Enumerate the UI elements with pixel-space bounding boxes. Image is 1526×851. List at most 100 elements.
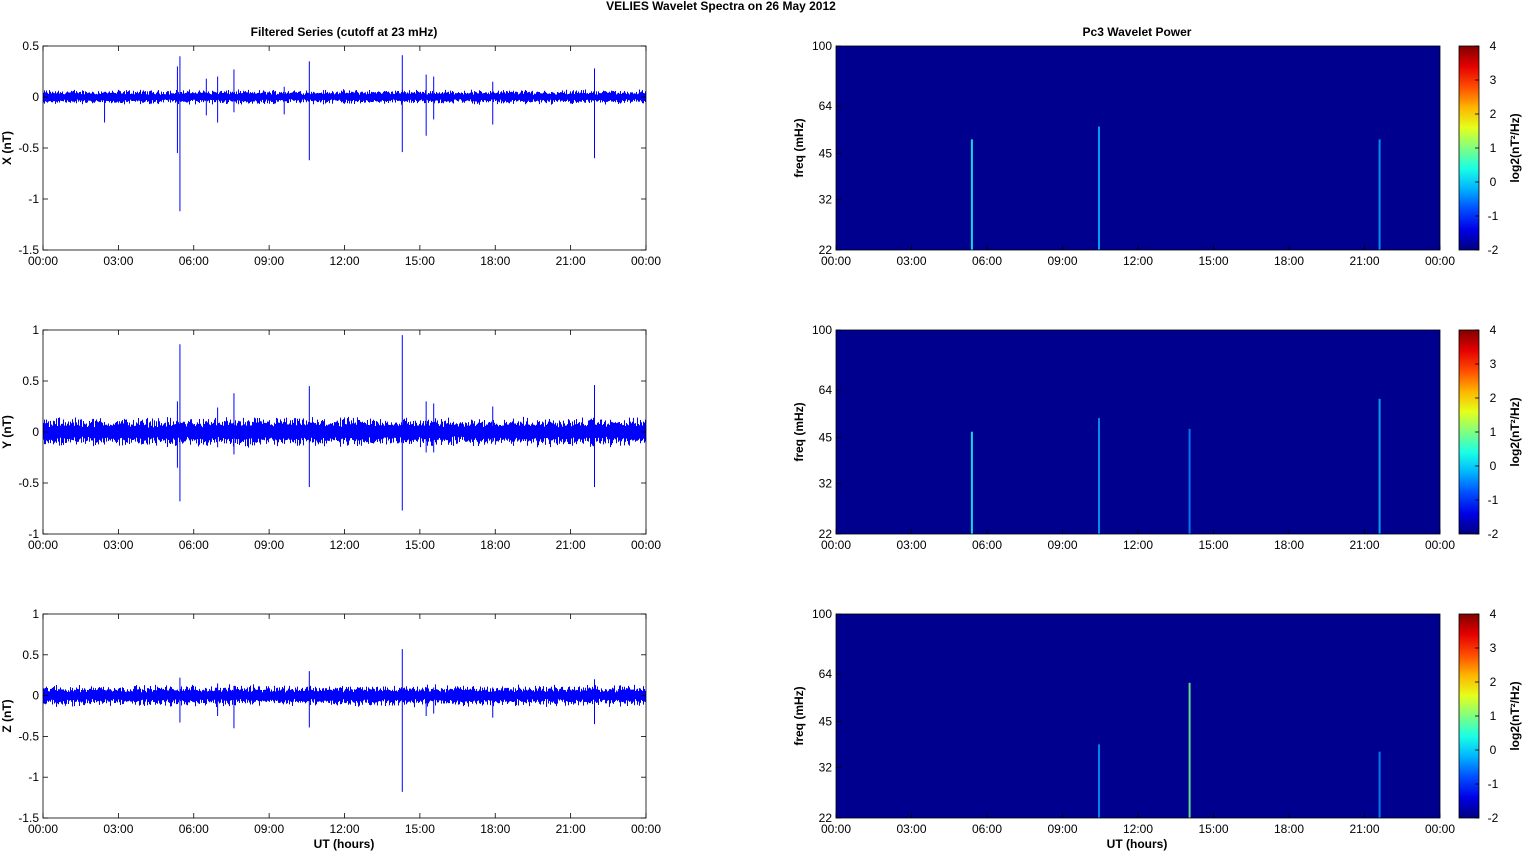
y-colorbar-tick-label: 1 xyxy=(1490,425,1497,439)
z-series-xtick-label: 09:00 xyxy=(254,822,284,836)
y-colorbar-tick-label: 3 xyxy=(1490,357,1497,371)
z-series-ytick-label: -1.5 xyxy=(18,811,39,825)
z-wavelet-xtick-label: 06:00 xyxy=(972,822,1002,836)
y-colorbar-tick-label: 4 xyxy=(1490,323,1497,337)
z-wavelet-streak xyxy=(1378,751,1381,818)
x-wavelet-streak xyxy=(1097,126,1100,250)
z-colorbar-tick-label: 0 xyxy=(1490,743,1497,757)
x-series-xtick-label: 18:00 xyxy=(480,254,510,268)
z-colorbar-tick-label: 2 xyxy=(1490,675,1497,689)
x-series-ytick-label: -1.5 xyxy=(18,243,39,257)
z-series-line xyxy=(43,684,646,708)
x-wavelet-xtick-label: 00:00 xyxy=(821,254,851,268)
y-wavelet-ylabel: freq (mHz) xyxy=(792,402,806,461)
z-wavelet-ylabel: freq (mHz) xyxy=(792,686,806,745)
y-wavelet-streak xyxy=(1188,428,1191,534)
plots-layer: 0.50-0.5-1-1.500:00 03:00 06:00 09:00 12:00 1… xyxy=(0,39,1522,836)
x-series-ytick-label: 0.5 xyxy=(22,39,39,53)
y-wavelet-streak xyxy=(970,431,973,534)
x-series-xtick-label: 00:00 xyxy=(28,254,58,268)
x-series-ylabel: X (nT) xyxy=(0,131,14,165)
y-series-ytick-label: 0.5 xyxy=(22,374,39,388)
z-wavelet-heatmap xyxy=(836,614,1440,818)
z-colorbar-tick-label: -1 xyxy=(1488,777,1499,791)
x-colorbar-tick-label: 1 xyxy=(1490,141,1497,155)
x-wavelet-heatmap xyxy=(836,46,1440,250)
x-series-line xyxy=(43,89,646,105)
y-wavelet-xtick-label: 09:00 xyxy=(1047,538,1077,552)
y-colorbar-tick-label: 0 xyxy=(1490,459,1497,473)
y-wavelet-heatmap xyxy=(836,330,1440,534)
y-series-ytick-label: 1 xyxy=(32,323,39,337)
x-wavelet-streak xyxy=(1378,139,1381,250)
z-wavelet-ytick-label: 64 xyxy=(819,667,833,681)
x-series-plot-area xyxy=(43,46,646,250)
y-wavelet-xtick-label: 06:00 xyxy=(972,538,1002,552)
x-series-xtick-label: 06:00 xyxy=(179,254,209,268)
y-wavelet-xtick-label: 00:00 xyxy=(1425,538,1455,552)
z-colorbar-label: log2(nT²/Hz) xyxy=(1508,681,1522,750)
y-wavelet-ytick-label: 32 xyxy=(819,477,833,491)
x-wavelet-ylabel: freq (mHz) xyxy=(792,118,806,177)
left-column-title: Filtered Series (cutoff at 23 mHz) xyxy=(251,25,438,39)
x-colorbar-label: log2(nT²/Hz) xyxy=(1508,113,1522,182)
x-wavelet-xtick-label: 03:00 xyxy=(896,254,926,268)
x-colorbar-tick-label: 3 xyxy=(1490,73,1497,87)
x-series-xtick-label: 00:00 xyxy=(631,254,661,268)
y-series-xtick-label: 00:00 xyxy=(631,538,661,552)
y-wavelet-streak xyxy=(1378,398,1381,534)
y-series-line xyxy=(43,416,646,448)
z-series-xtick-label: 06:00 xyxy=(179,822,209,836)
x-wavelet-ytick-label: 32 xyxy=(819,193,833,207)
x-series-xtick-label: 15:00 xyxy=(405,254,435,268)
x-colorbar-tick-label: -1 xyxy=(1488,209,1499,223)
z-wavelet-streak xyxy=(1097,744,1100,818)
z-wavelet-xtick-label: 00:00 xyxy=(1425,822,1455,836)
x-series-ytick-label: -0.5 xyxy=(18,141,39,155)
y-wavelet-streak xyxy=(1097,418,1100,534)
left-x-axis-label: UT (hours) xyxy=(314,837,375,851)
z-colorbar-tick-label: -2 xyxy=(1488,811,1499,825)
y-colorbar-tick-label: -1 xyxy=(1488,493,1499,507)
y-wavelet-xtick-label: 18:00 xyxy=(1274,538,1304,552)
x-colorbar-tick-label: 2 xyxy=(1490,107,1497,121)
z-wavelet-streak xyxy=(1188,682,1191,818)
x-series-xtick-label: 03:00 xyxy=(103,254,133,268)
z-wavelet-xtick-label: 15:00 xyxy=(1198,822,1228,836)
y-series-ytick-label: -0.5 xyxy=(18,476,39,490)
y-series-ytick-label: 0 xyxy=(32,425,39,439)
z-series-ytick-label: -0.5 xyxy=(18,729,39,743)
z-wavelet-xtick-label: 12:00 xyxy=(1123,822,1153,836)
z-series-ytick-label: 1 xyxy=(32,607,39,621)
y-series-xtick-label: 00:00 xyxy=(28,538,58,552)
y-series-xtick-label: 21:00 xyxy=(556,538,586,552)
z-wavelet-xtick-label: 21:00 xyxy=(1349,822,1379,836)
z-series-xtick-label: 00:00 xyxy=(28,822,58,836)
x-wavelet-streak xyxy=(970,139,973,250)
x-colorbar-tick-label: 0 xyxy=(1490,175,1497,189)
z-wavelet-ytick-label: 32 xyxy=(819,761,833,775)
y-wavelet-ytick-label: 100 xyxy=(812,323,832,337)
z-series-xtick-label: 18:00 xyxy=(480,822,510,836)
z-colorbar-tick-label: 4 xyxy=(1490,607,1497,621)
z-series-ylabel: Z (nT) xyxy=(0,699,14,732)
z-series-ytick-label: 0.5 xyxy=(22,648,39,662)
z-series-ytick-label: -1 xyxy=(28,770,39,784)
z-series-xtick-label: 03:00 xyxy=(103,822,133,836)
z-wavelet-ytick-label: 22 xyxy=(819,811,833,825)
z-colorbar-tick-label: 1 xyxy=(1490,709,1497,723)
x-colorbar-tick-label: -2 xyxy=(1488,243,1499,257)
x-wavelet-xtick-label: 06:00 xyxy=(972,254,1002,268)
z-series-xtick-label: 21:00 xyxy=(556,822,586,836)
x-wavelet-ytick-label: 100 xyxy=(812,39,832,53)
y-colorbar-tick-label: -2 xyxy=(1488,527,1499,541)
x-colorbar-tick-label: 4 xyxy=(1490,39,1497,53)
y-series-xtick-label: 18:00 xyxy=(480,538,510,552)
y-series-xtick-label: 06:00 xyxy=(179,538,209,552)
y-wavelet-ytick-label: 64 xyxy=(819,383,833,397)
z-wavelet-xtick-label: 09:00 xyxy=(1047,822,1077,836)
z-series-xtick-label: 12:00 xyxy=(329,822,359,836)
z-series-plot-area xyxy=(43,614,646,818)
y-colorbar-tick-label: 2 xyxy=(1490,391,1497,405)
